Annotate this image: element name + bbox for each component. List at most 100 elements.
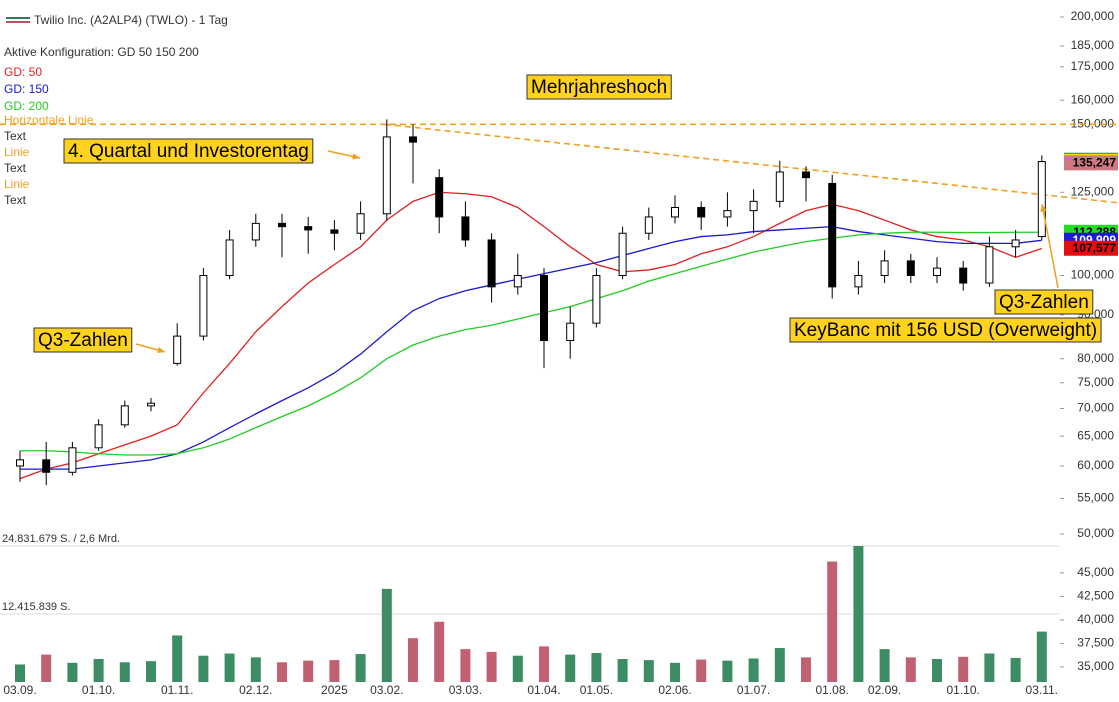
candle-body bbox=[985, 246, 994, 284]
y2-tick-label: 37,500 bbox=[1077, 636, 1114, 650]
y-tick-label: 60,000 bbox=[1077, 458, 1114, 472]
volume-bar bbox=[381, 588, 392, 682]
candle-body bbox=[304, 226, 313, 231]
volume-bar bbox=[15, 664, 25, 682]
annotation: Mehrjahreshoch bbox=[531, 77, 667, 98]
volume-bar bbox=[1010, 657, 1021, 682]
trend-line bbox=[384, 123, 1119, 204]
annotation-arrowhead bbox=[352, 153, 360, 160]
candle-body bbox=[802, 171, 810, 179]
volume-bar bbox=[853, 546, 864, 682]
candle-body bbox=[671, 207, 679, 218]
candle-body bbox=[540, 275, 548, 342]
volume-bar bbox=[41, 654, 52, 682]
candle-body bbox=[1037, 161, 1046, 238]
x-tick-label: 02.12. bbox=[239, 683, 272, 697]
y-tick-label: 160,000 bbox=[1071, 92, 1115, 106]
x-tick-label: 01.04. bbox=[527, 683, 560, 697]
volume-bar bbox=[408, 638, 418, 682]
volume-bar bbox=[146, 661, 156, 682]
candle-body bbox=[199, 275, 208, 337]
candle-body bbox=[933, 267, 941, 276]
annotation-box bbox=[994, 289, 1094, 315]
candle-body bbox=[409, 136, 417, 143]
volume-bar bbox=[774, 648, 785, 682]
volume-bar bbox=[905, 657, 916, 682]
volume-bar bbox=[250, 657, 261, 682]
volume-bar bbox=[1036, 631, 1047, 682]
annotation: Q3-Zahlen bbox=[999, 292, 1089, 313]
candle-body bbox=[880, 260, 889, 277]
annotation-box bbox=[33, 327, 133, 353]
candle-body bbox=[278, 222, 286, 228]
y-tick-label: 65,000 bbox=[1077, 428, 1114, 442]
legend-entry: GD: 50 bbox=[4, 65, 42, 79]
x-tick-label: 01.05. bbox=[580, 683, 613, 697]
volume-bar bbox=[643, 660, 654, 682]
candle-body bbox=[225, 239, 234, 276]
volume-bar bbox=[512, 655, 523, 682]
candle-body bbox=[749, 200, 758, 212]
candle-body bbox=[42, 459, 51, 473]
candle-body bbox=[94, 424, 103, 449]
volume-bar bbox=[932, 658, 942, 682]
y-tick-label: 200,000 bbox=[1071, 9, 1115, 23]
volume-bar bbox=[827, 561, 838, 682]
legend-entry: Text bbox=[4, 129, 27, 143]
volume-bar bbox=[303, 660, 314, 682]
candle-body bbox=[697, 207, 706, 218]
y2-tick-label: 40,000 bbox=[1077, 612, 1114, 626]
candle-body bbox=[828, 182, 837, 288]
volume-bar bbox=[355, 654, 366, 682]
y-tick-label: 70,000 bbox=[1077, 401, 1114, 415]
candle-body bbox=[644, 216, 653, 234]
y-tick-label: 50,000 bbox=[1077, 526, 1114, 540]
candle-body bbox=[618, 232, 627, 277]
legend-entry: Text bbox=[4, 161, 27, 175]
candle-body bbox=[906, 260, 915, 277]
annotation: KeyBanc mit 156 USD (Overweight) bbox=[794, 320, 1097, 341]
candle-body bbox=[461, 216, 470, 241]
x-tick-label: 03.02. bbox=[370, 683, 403, 697]
candle-body bbox=[487, 239, 496, 288]
annotation-box bbox=[526, 74, 672, 100]
volume-bar bbox=[93, 658, 104, 682]
y-tick-label: 185,000 bbox=[1071, 38, 1115, 52]
y-tick-label: 100,000 bbox=[1071, 268, 1115, 282]
candle-body bbox=[147, 402, 155, 407]
x-tick-label: 2025 bbox=[321, 683, 348, 697]
candle-body bbox=[1011, 239, 1020, 248]
moving-average bbox=[20, 225, 1042, 470]
volume-bar bbox=[460, 649, 471, 682]
candle-body bbox=[68, 447, 77, 473]
volume-bar bbox=[119, 662, 130, 682]
annotation-arrowhead bbox=[1040, 204, 1047, 212]
x-tick-label: 01.08. bbox=[816, 683, 849, 697]
candle-body bbox=[16, 459, 24, 467]
volume-bar bbox=[748, 658, 759, 682]
volume-bar bbox=[617, 658, 628, 682]
legend-entry: Text bbox=[4, 193, 27, 207]
annotation-box bbox=[789, 317, 1102, 343]
legend-entry: Linie bbox=[4, 145, 30, 159]
annotation: Q3-Zahlen bbox=[38, 330, 128, 351]
annotation: 4. Quartal und Investorentag bbox=[68, 141, 309, 162]
volume-bar bbox=[958, 656, 969, 682]
candle-body bbox=[435, 177, 444, 218]
volume-label: 12.415.839 S. bbox=[2, 601, 71, 613]
candle-body bbox=[854, 275, 863, 288]
y-tick-label: 175,000 bbox=[1071, 59, 1115, 73]
x-tick-label: 03.03. bbox=[449, 683, 482, 697]
x-tick-label: 01.10. bbox=[947, 683, 980, 697]
volume-bar bbox=[696, 659, 707, 682]
candle-body bbox=[120, 405, 129, 426]
y2-tick-label: 42,500 bbox=[1077, 589, 1114, 603]
price-badge bbox=[1064, 155, 1118, 171]
x-tick-label: 01.11. bbox=[161, 683, 193, 697]
x-tick-label: 03.09. bbox=[3, 683, 36, 697]
volume-bar bbox=[277, 662, 287, 682]
subtitle: Aktive Konfiguration: GD 50 150 200 bbox=[4, 45, 199, 59]
legend-entry: Linie bbox=[4, 177, 30, 191]
candle-body bbox=[173, 335, 182, 364]
candle-body bbox=[959, 267, 968, 284]
